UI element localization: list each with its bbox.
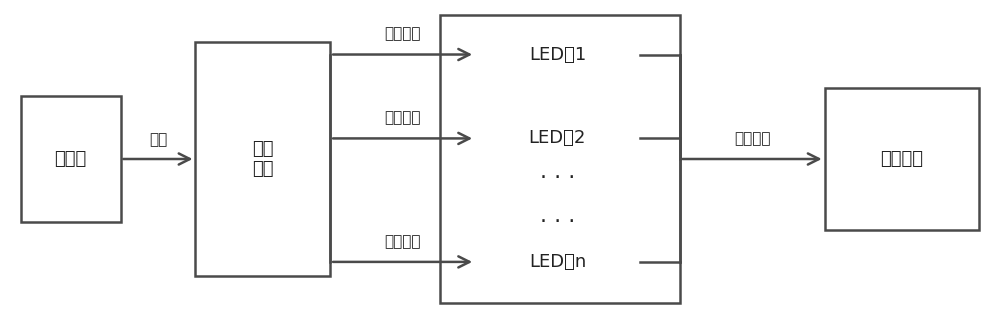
Text: LED灯1: LED灯1 [529,45,586,64]
Text: 提供电流: 提供电流 [384,110,421,125]
Bar [440,15,680,303]
Text: · · ·: · · · [540,168,575,188]
Bar [21,96,121,222]
Text: · · ·: · · · [540,212,575,232]
Bar [475,20,640,89]
Text: 提供电流: 提供电流 [384,234,421,249]
Text: LED灯2: LED灯2 [529,129,586,148]
Bar [195,42,330,276]
Text: 供电: 供电 [149,133,167,148]
Bar [475,104,640,173]
Text: LED灯n: LED灯n [529,253,586,271]
Bar [475,227,640,297]
Text: 驱动
电路: 驱动 电路 [252,140,274,178]
Bar [825,88,979,230]
Text: 锂电池: 锂电池 [54,150,87,168]
Text: 提供电流: 提供电流 [384,26,421,41]
Text: 屏幕显示: 屏幕显示 [880,150,923,168]
Text: 点亮背光: 点亮背光 [734,131,770,146]
